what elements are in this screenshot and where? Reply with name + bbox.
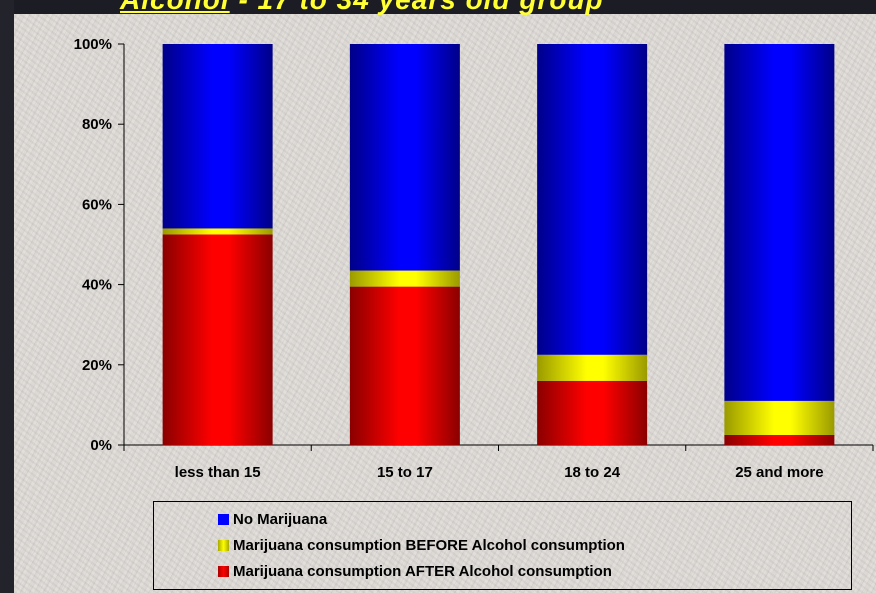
bar-segment (537, 380, 648, 445)
bar-segment (349, 270, 460, 287)
y-tick-label: 20% (82, 357, 112, 374)
bar-segment (724, 44, 835, 401)
legend-swatch-no-marijuana (218, 513, 229, 525)
legend-item-before-alcohol: Marijuana consumption BEFORE Alcohol con… (218, 535, 625, 555)
legend-label-after-alcohol: Marijuana consumption AFTER Alcohol cons… (233, 562, 612, 580)
legend-swatch-before-alcohol (218, 539, 229, 551)
bar-segment (724, 434, 835, 445)
y-tick-label: 60% (82, 196, 112, 213)
bar-segment (162, 44, 273, 229)
slide-title: Alcohol - 17 to 34 years old group (120, 0, 604, 16)
x-tick-label: 25 and more (735, 464, 823, 481)
bar-segment (162, 228, 273, 235)
bar-segment (162, 234, 273, 445)
legend-item-no-marijuana: No Marijuana (218, 509, 327, 529)
legend-label-no-marijuana: No Marijuana (233, 510, 328, 528)
bar-segment (349, 44, 460, 271)
legend-swatch-after-alcohol (218, 565, 229, 577)
bar-segment (724, 400, 835, 435)
y-tick-label: 80% (82, 116, 112, 133)
bar-segment (537, 44, 648, 355)
x-tick-label: less than 15 (175, 464, 261, 481)
slide-title-underlined: Alcohol (120, 0, 230, 15)
y-tick-label: 100% (74, 36, 112, 53)
y-tick-label: 40% (82, 277, 112, 294)
y-tick-label: 0% (90, 437, 112, 454)
bar-segment (349, 286, 460, 445)
x-tick-label: 15 to 17 (377, 464, 433, 481)
bar-segment (537, 354, 648, 381)
left-frame-border (0, 0, 14, 593)
slide-title-rest: - 17 to 34 years old group (230, 0, 604, 15)
chart-legend: No Marijuana Marijuana consumption BEFOR… (153, 501, 852, 590)
legend-label-before-alcohol: Marijuana consumption BEFORE Alcohol con… (233, 536, 625, 554)
x-tick-label: 18 to 24 (564, 464, 621, 481)
legend-item-after-alcohol: Marijuana consumption AFTER Alcohol cons… (218, 561, 612, 581)
